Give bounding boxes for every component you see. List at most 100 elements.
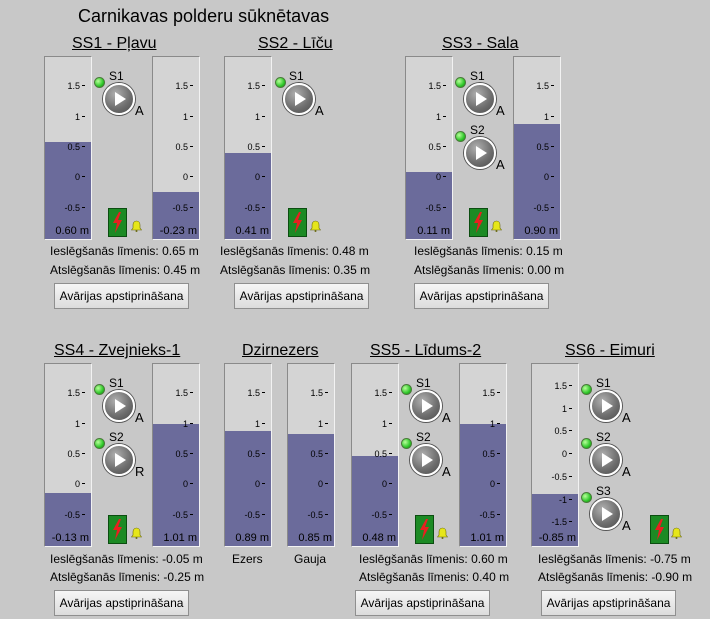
- scale-tick-label: 1: [465, 419, 500, 429]
- scale-tick-label: 1: [537, 404, 572, 414]
- off-level-value: 0.40 m: [472, 570, 510, 584]
- scale-tick-label: -0.5: [50, 510, 85, 520]
- play-icon: [115, 92, 126, 106]
- alarm-ack-button[interactable]: Avārijas apstiprināšana: [54, 590, 189, 616]
- on-level-value: 0.60 m: [471, 552, 508, 566]
- pump-mode: A: [496, 103, 505, 118]
- pump-start-button[interactable]: [464, 83, 496, 115]
- pump-mode: A: [135, 103, 144, 118]
- station-title-ss6: SS6 - Eimuri: [565, 342, 655, 359]
- level-value: 1.01 m: [470, 532, 504, 544]
- scale-tick-label: -0.5: [158, 203, 193, 213]
- scale-tick-label: -0.5: [411, 203, 446, 213]
- pump-start-button[interactable]: [103, 83, 135, 115]
- alarm-indicator: [108, 208, 127, 237]
- pump-start-button[interactable]: [590, 444, 622, 476]
- pump-label: S1: [289, 69, 304, 83]
- alarm-ack-button[interactable]: Avārijas apstiprināšana: [54, 283, 189, 309]
- play-icon: [115, 453, 126, 467]
- off-level-label: Atslēgšanās līmenis:: [538, 570, 649, 584]
- on-level-value: 0.65 m: [162, 244, 199, 258]
- pump-start-button[interactable]: [103, 390, 135, 422]
- scale-tick-label: 1.5: [50, 388, 85, 398]
- on-level-row: Ieslēgšanās līmenis: -0.75 m: [538, 552, 691, 566]
- level-gauge: 0.60 m: [44, 56, 92, 240]
- pump-label: S3: [596, 484, 611, 498]
- scale-tick-label: 1: [357, 419, 392, 429]
- level-fill: [352, 456, 398, 546]
- alarm-ack-button[interactable]: Avārijas apstiprināšana: [541, 590, 676, 616]
- pump-status-led: [401, 384, 412, 395]
- level-fill: [225, 153, 271, 239]
- lightning-icon: [420, 519, 429, 540]
- play-icon: [602, 399, 613, 413]
- scale-tick-label: 1: [293, 419, 328, 429]
- pump-mode: A: [315, 103, 324, 118]
- pump-start-button[interactable]: [590, 390, 622, 422]
- play-icon: [602, 507, 613, 521]
- alarm-ack-button[interactable]: Avārijas apstiprināšana: [234, 283, 369, 309]
- level-fill: [153, 192, 199, 239]
- off-level-label: Atslēgšanās līmenis:: [50, 263, 161, 277]
- scale-tick-label: -0.5: [230, 510, 265, 520]
- level-value: -0.85 m: [538, 532, 576, 544]
- pump-start-button[interactable]: [464, 137, 496, 169]
- scale-tick-label: 1: [50, 112, 85, 122]
- pump-start-button[interactable]: [410, 390, 442, 422]
- scale-tick-label: 0.5: [411, 142, 446, 152]
- level-fill: [460, 424, 506, 546]
- pump-start-button[interactable]: [410, 444, 442, 476]
- scale-tick-label: 1.5: [519, 81, 554, 91]
- alarm-indicator: [108, 515, 127, 544]
- off-level-value: 0.45 m: [163, 263, 201, 277]
- pump-status-led: [94, 77, 105, 88]
- scale-tick-label: 0: [537, 449, 572, 459]
- level-fill: [532, 493, 578, 546]
- off-level-label: Atslēgšanās līmenis:: [359, 570, 470, 584]
- scale-tick-label: -0.5: [230, 203, 265, 213]
- pump-label: S1: [109, 69, 124, 83]
- scale-tick-label: 1: [230, 112, 265, 122]
- pump-start-button[interactable]: [103, 444, 135, 476]
- pump-mode: A: [622, 410, 631, 425]
- bell-icon: [131, 527, 142, 539]
- pump-status-led: [581, 438, 592, 449]
- scale-tick-label: 0.5: [519, 142, 554, 152]
- pump-label: S1: [596, 376, 611, 390]
- level-gauge: 0.48 m: [351, 363, 399, 547]
- level-value: 0.90 m: [524, 225, 558, 237]
- pump-status-led: [455, 131, 466, 142]
- alarm-ack-button[interactable]: Avārijas apstiprināšana: [414, 283, 549, 309]
- pump-start-button[interactable]: [283, 83, 315, 115]
- scale-tick-label: 0.5: [50, 449, 85, 459]
- scale-tick-label: 0: [230, 479, 265, 489]
- scale-tick-label: 0.5: [158, 142, 193, 152]
- pump-status-led: [455, 77, 466, 88]
- lightning-icon: [113, 212, 122, 233]
- scale-tick-label: -0.5: [158, 510, 193, 520]
- scale-tick-label: 1.5: [158, 388, 193, 398]
- scale-tick-label: 0: [411, 172, 446, 182]
- on-level-label: Ieslēgšanās līmenis:: [538, 552, 647, 566]
- scale-tick-label: -0.5: [537, 472, 572, 482]
- pump-start-button[interactable]: [590, 498, 622, 530]
- scale-tick-label: 1.5: [465, 388, 500, 398]
- scale-tick-label: 0: [357, 479, 392, 489]
- bell-icon: [131, 220, 142, 232]
- alarm-indicator: [415, 515, 434, 544]
- alarm-ack-button[interactable]: Avārijas apstiprināšana: [355, 590, 490, 616]
- level-value: 0.11 m: [417, 225, 450, 237]
- level-gauge: 1.01 m: [152, 363, 200, 547]
- pump-label: S2: [109, 430, 124, 444]
- on-level-row: Ieslēgšanās līmenis: 0.48 m: [220, 244, 369, 258]
- on-level-label: Ieslēgšanās līmenis:: [50, 552, 159, 566]
- off-level-row: Atslēgšanās līmenis: 0.40 m: [359, 570, 509, 584]
- station-title-ss5: SS5 - Līdums-2: [370, 342, 482, 359]
- scale-tick-label: 1.5: [537, 381, 572, 391]
- on-level-row: Ieslēgšanās līmenis: 0.65 m: [50, 244, 199, 258]
- scale-tick-label: 0.5: [230, 449, 265, 459]
- pump-label: S1: [416, 376, 431, 390]
- scale-tick-label: 1.5: [230, 81, 265, 91]
- scale-tick-label: 0.5: [293, 449, 328, 459]
- scale-tick-label: 1.5: [357, 388, 392, 398]
